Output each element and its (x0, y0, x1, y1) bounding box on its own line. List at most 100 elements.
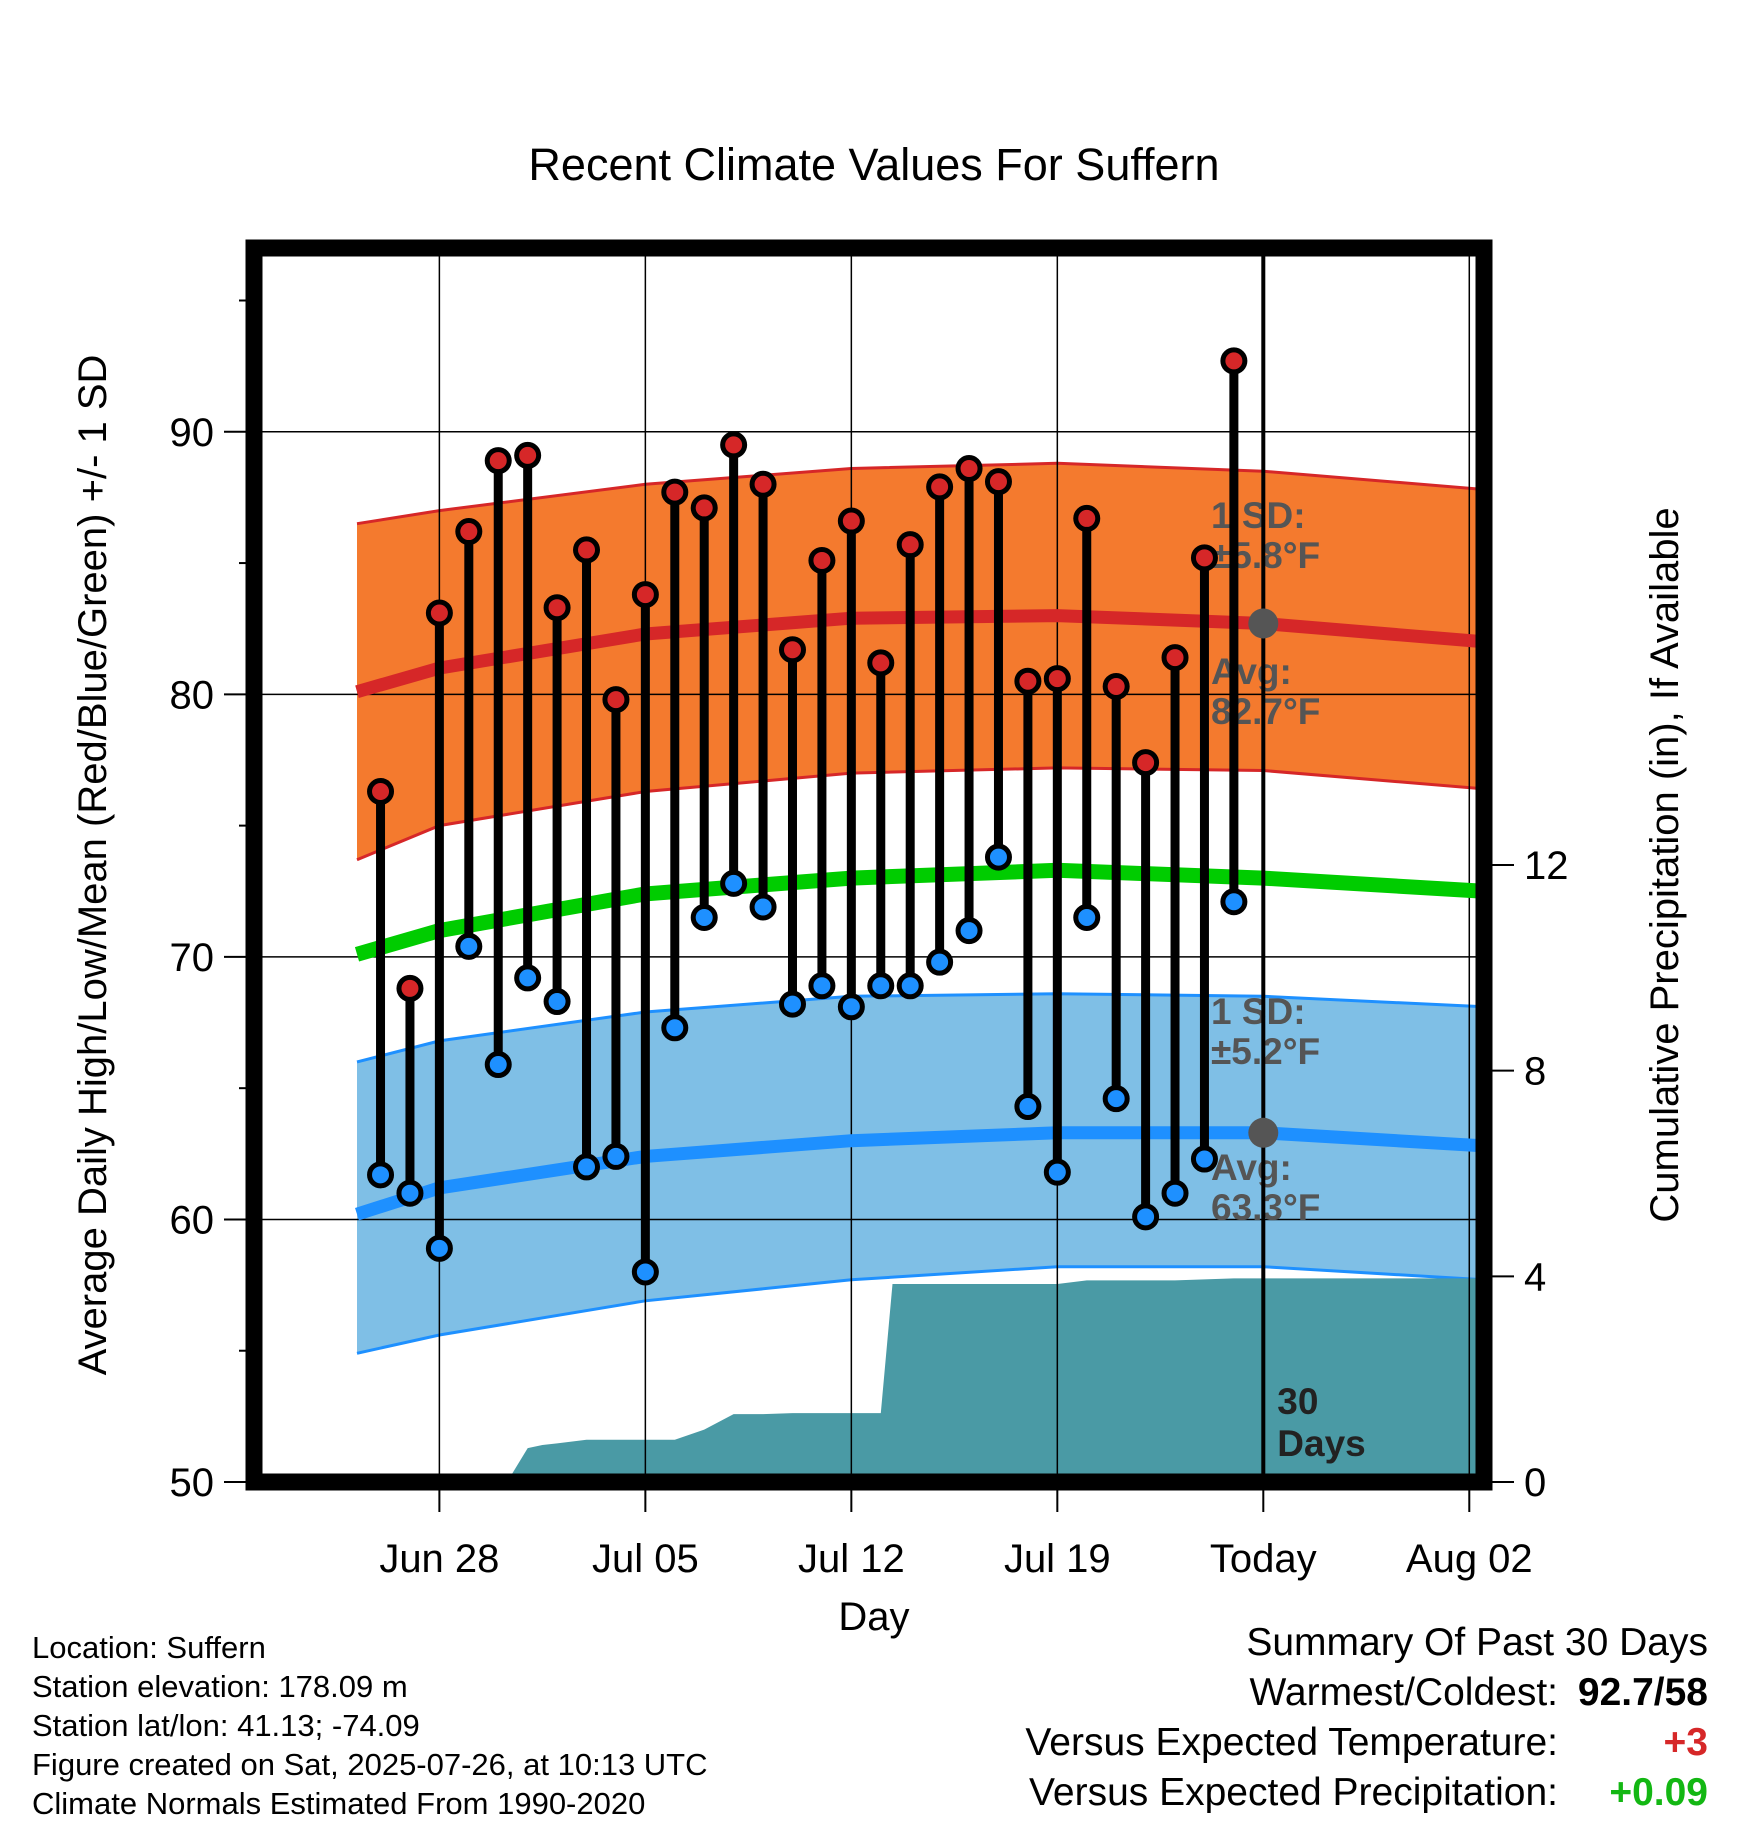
daily-high-marker (1102, 672, 1130, 700)
precipitation-area (507, 1278, 1484, 1482)
daily-high-marker (1132, 749, 1160, 777)
daily-low-marker (1132, 1203, 1160, 1231)
y2-tick-label: 8 (1524, 1050, 1546, 1094)
x-tick-label: Jun 28 (379, 1537, 499, 1581)
daily-low-marker (749, 893, 777, 921)
elevation-text: Station elevation: 178.09 m (32, 1669, 408, 1704)
daily-low-marker (896, 972, 924, 1000)
daily-high-marker (602, 686, 630, 714)
daily-high-marker (367, 777, 395, 805)
daily-low-marker (367, 1161, 395, 1189)
daily-high-marker (455, 518, 483, 546)
summary-precip-value: +0.09 (1609, 1771, 1708, 1814)
daily-high-marker (778, 636, 806, 664)
latlon-text: Station lat/lon: 41.13; -74.09 (32, 1708, 420, 1743)
daily-high-marker (661, 478, 689, 506)
y-tick-label: 90 (170, 411, 215, 455)
low-sd-value: ±5.2°F (1211, 1031, 1320, 1072)
summary-precip-label: Versus Expected Precipitation: (1029, 1771, 1558, 1814)
daily-high-marker (1190, 544, 1218, 572)
location-text: Location: Suffern (32, 1630, 266, 1665)
daily-low-marker (926, 948, 954, 976)
daily-high-marker (984, 468, 1012, 496)
daily-low-marker (1161, 1179, 1189, 1207)
daily-high-marker (896, 531, 924, 559)
low-sd-label: 1 SD: (1211, 991, 1306, 1032)
y-tick-label: 50 (170, 1461, 215, 1505)
daily-low-marker (1073, 904, 1101, 932)
station-info: Location: Suffern Station elevation: 178… (32, 1628, 708, 1823)
days-count-label: 30 (1277, 1381, 1318, 1422)
y2-tick-label: 12 (1524, 844, 1569, 888)
daily-low-marker (867, 972, 895, 1000)
daily-low-marker (778, 990, 806, 1018)
axes: 50 60 70 80 90 0 4 8 12 Jun 28 Jul 05 Jul 12 Jul 19 T… (170, 299, 1569, 1581)
daily-high-marker (720, 431, 748, 459)
daily-high-marker (1043, 665, 1071, 693)
daily-high-marker (631, 581, 659, 609)
high-sd-label: 1 SD: (1211, 495, 1306, 536)
daily-low-marker (837, 993, 865, 1021)
high-avg-value: 82.7°F (1211, 691, 1320, 732)
daily-high-marker (1014, 667, 1042, 695)
summary-warmest-label: Warmest/Coldest: (1249, 1671, 1558, 1714)
summary-warmest-row: Warmest/Coldest: 92.7/58 (1025, 1668, 1708, 1718)
daily-low-marker (690, 904, 718, 932)
daily-high-marker (749, 470, 777, 498)
y2-axis-label: Cumulative Precipitation (in), If Availa… (1643, 507, 1687, 1222)
high-sd-value: ±5.8°F (1211, 535, 1320, 576)
y2-tick-label: 0 (1524, 1461, 1546, 1505)
daily-low-marker (1102, 1085, 1130, 1113)
daily-high-marker (514, 441, 542, 469)
daily-low-marker (396, 1179, 424, 1207)
daily-low-marker (955, 917, 983, 945)
x-tick-label: Jul 19 (1004, 1537, 1111, 1581)
today-low-avg-marker (1248, 1117, 1279, 1148)
daily-low-marker (1220, 888, 1248, 916)
summary-panel: Summary Of Past 30 Days Warmest/Coldest:… (1025, 1618, 1708, 1818)
summary-precip-row: Versus Expected Precipitation: +0.09 (1025, 1768, 1708, 1818)
summary-temp-label: Versus Expected Temperature: (1025, 1721, 1558, 1764)
x-tick-label: Jul 12 (798, 1537, 905, 1581)
daily-low-marker (1190, 1145, 1218, 1173)
daily-low-marker (1043, 1158, 1071, 1186)
x-tick-label: Today (1210, 1537, 1317, 1581)
low-avg-label: Avg: (1211, 1147, 1292, 1188)
high-avg-label: Avg: (1211, 651, 1292, 692)
daily-low-marker (602, 1142, 630, 1170)
x-tick-label: Aug 02 (1406, 1537, 1533, 1581)
x-tick-label: Jul 05 (592, 1537, 699, 1581)
daily-high-marker (955, 455, 983, 483)
daily-high-marker (1220, 347, 1248, 375)
summary-temp-value: +3 (1663, 1721, 1708, 1764)
y2-tick-label: 4 (1524, 1255, 1546, 1299)
daily-low-marker (455, 932, 483, 960)
daily-low-marker (808, 972, 836, 1000)
summary-temp-row: Versus Expected Temperature: +3 (1025, 1718, 1708, 1768)
daily-low-marker (661, 1014, 689, 1042)
days-word-label: Days (1277, 1423, 1365, 1464)
daily-high-marker (926, 473, 954, 501)
daily-low-marker (631, 1258, 659, 1286)
daily-high-marker (543, 594, 571, 622)
low-avg-value: 63.3°F (1211, 1187, 1320, 1228)
daily-high-marker (690, 494, 718, 522)
daily-low-marker (425, 1234, 453, 1262)
daily-high-marker (867, 649, 895, 677)
daily-high-marker (484, 447, 512, 475)
daily-high-marker (837, 507, 865, 535)
daily-low-marker (573, 1153, 601, 1181)
y-axis-label: Average Daily High/Low/Mean (Red/Blue/Gr… (71, 355, 115, 1376)
y-tick-label: 70 (170, 936, 215, 980)
y-tick-label: 60 (170, 1198, 215, 1242)
daily-low-marker (720, 869, 748, 897)
summary-warmest-value: 92.7/58 (1577, 1671, 1708, 1714)
created-text: Figure created on Sat, 2025-07-26, at 10… (32, 1747, 708, 1782)
summary-title: Summary Of Past 30 Days (1246, 1621, 1708, 1664)
x-axis-label: Day (838, 1595, 909, 1639)
y-tick-label: 80 (170, 673, 215, 717)
daily-low-marker (514, 964, 542, 992)
chart-title: Recent Climate Values For Suffern (528, 139, 1219, 190)
daily-high-marker (396, 974, 424, 1002)
